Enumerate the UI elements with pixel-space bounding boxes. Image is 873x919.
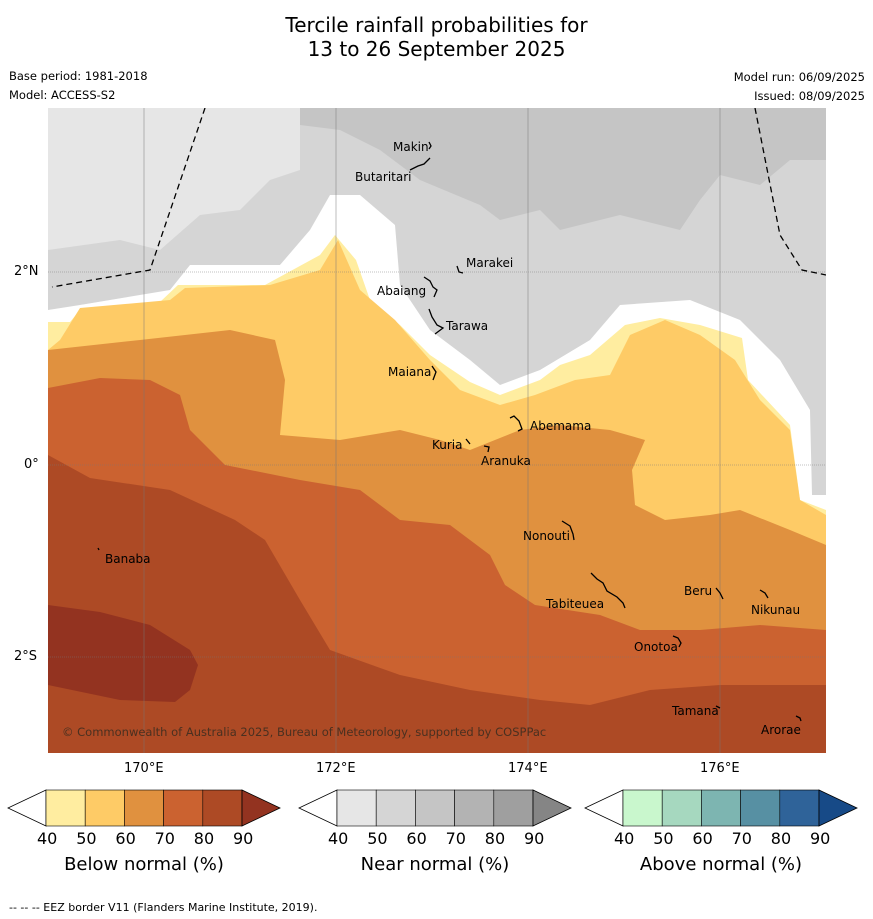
colorbar-tick-label: 90 (524, 829, 545, 848)
label-abaiang: Abaiang (377, 284, 427, 298)
colorbar-extend-low (584, 789, 624, 827)
colorbar-tick-label: 70 (154, 829, 175, 848)
colorbar-extend-low (7, 789, 47, 827)
issued-date: Issued: 08/09/2025 (754, 89, 865, 103)
colorbar-above-normal (584, 789, 858, 827)
map-title-line1: Tercile rainfall probabilities for (285, 13, 588, 37)
colorbar-extend-high (241, 789, 281, 827)
below-normal-80-90-region (48, 455, 826, 753)
colorbar-tick-label: 40 (614, 829, 635, 848)
colorbar-segment (202, 789, 243, 827)
colorbar-tick-label: 80 (484, 829, 506, 848)
label-abemama: Abemama (530, 419, 592, 433)
colorbars (7, 789, 858, 827)
label-makin: Makin (393, 140, 429, 154)
colorbar-extend-high (532, 789, 572, 827)
colorbar-segment (493, 789, 534, 827)
eez-border (51, 108, 826, 288)
label-butaritari: Butaritari (355, 170, 412, 184)
label-aranuka: Aranuka (481, 454, 531, 468)
model-run: Model run: 06/09/2025 (733, 70, 865, 84)
colorbar-tick-label: 40 (37, 829, 58, 848)
colorbar-tick-label: 50 (367, 829, 388, 848)
lon-tick-170e: 170°E (124, 761, 164, 776)
colorbar-below-normal (7, 789, 281, 827)
label-arorae: Arorae (761, 723, 801, 737)
label-tabiteuea: Tabiteuea (546, 597, 605, 611)
colorbar-segment (45, 789, 86, 827)
copyright-credit: © Commonwealth of Australia 2025, Bureau… (62, 725, 547, 739)
colorbar-tick-label: 60 (692, 829, 713, 848)
colorbar-tick-label: 40 (328, 829, 349, 848)
island-outlines (97, 141, 802, 722)
colorbar-segment (415, 789, 455, 827)
label-marakei: Marakei (466, 256, 514, 270)
eez-footer-note: -- -- -- EEZ border V11 (Flanders Marine… (9, 901, 318, 914)
colorbar-tick-label: 90 (233, 829, 254, 848)
label-tamana: Tamana (672, 704, 719, 718)
model-name: Model: ACCESS-S2 (9, 88, 116, 102)
map-title-line2: 13 to 26 September 2025 (307, 37, 566, 61)
colorbar-segment (622, 789, 663, 827)
colorbar-tick-label: 90 (810, 829, 831, 848)
colorbar-below-label: Below normal (%) (64, 854, 224, 875)
lat-tick-2s: 2°S (14, 649, 38, 664)
colorbar-above-label: Above normal (%) (639, 854, 803, 875)
colorbar-near-normal (298, 789, 572, 827)
label-kuria: Kuria (432, 438, 463, 452)
colorbar-segment (84, 789, 125, 827)
colorbar-tick-label: 70 (731, 829, 752, 848)
label-onotoa: Onotoa (634, 640, 678, 654)
colorbar-segment (779, 789, 820, 827)
colorbar-segment (163, 789, 204, 827)
colorbar-segment (740, 789, 781, 827)
colorbar-segment (336, 789, 377, 827)
label-tarawa: Tarawa (446, 319, 489, 333)
lat-tick-0: 0° (24, 457, 39, 472)
colorbar-near-label: Near normal (%) (360, 854, 510, 875)
colorbar-tick-label: 80 (193, 829, 215, 848)
colorbar-segment (375, 789, 416, 827)
colorbar-tick-label: 60 (406, 829, 427, 848)
colorbar-tick-label: 70 (445, 829, 466, 848)
colorbar-tick-label: 80 (770, 829, 792, 848)
lat-tick-2n: 2°N (14, 264, 39, 279)
base-period: Base period: 1981-2018 (9, 69, 148, 83)
below-normal-90-region (48, 605, 198, 702)
colorbar-segment (701, 789, 741, 827)
label-nikunau: Nikunau (751, 603, 801, 617)
colorbar-segment (661, 789, 702, 827)
near-normal-60-region (300, 108, 826, 230)
near-normal-40-region (48, 108, 300, 250)
label-banaba: Banaba (105, 552, 151, 566)
label-maiana: Maiana (388, 365, 432, 379)
graticule (48, 108, 826, 753)
lon-tick-176e: 176°E (700, 761, 740, 776)
colorbar-extend-low (298, 789, 338, 827)
lon-tick-172e: 172°E (316, 761, 356, 776)
colorbar-tick-label: 50 (76, 829, 97, 848)
colorbar-segment (454, 789, 495, 827)
label-nonouti: Nonouti (523, 529, 570, 543)
lon-tick-174e: 174°E (508, 761, 548, 776)
colorbar-segment (124, 789, 164, 827)
colorbar-extend-high (818, 789, 858, 827)
label-beru: Beru (684, 584, 713, 598)
colorbar-tick-label: 60 (115, 829, 136, 848)
colorbar-tick-label: 50 (653, 829, 674, 848)
